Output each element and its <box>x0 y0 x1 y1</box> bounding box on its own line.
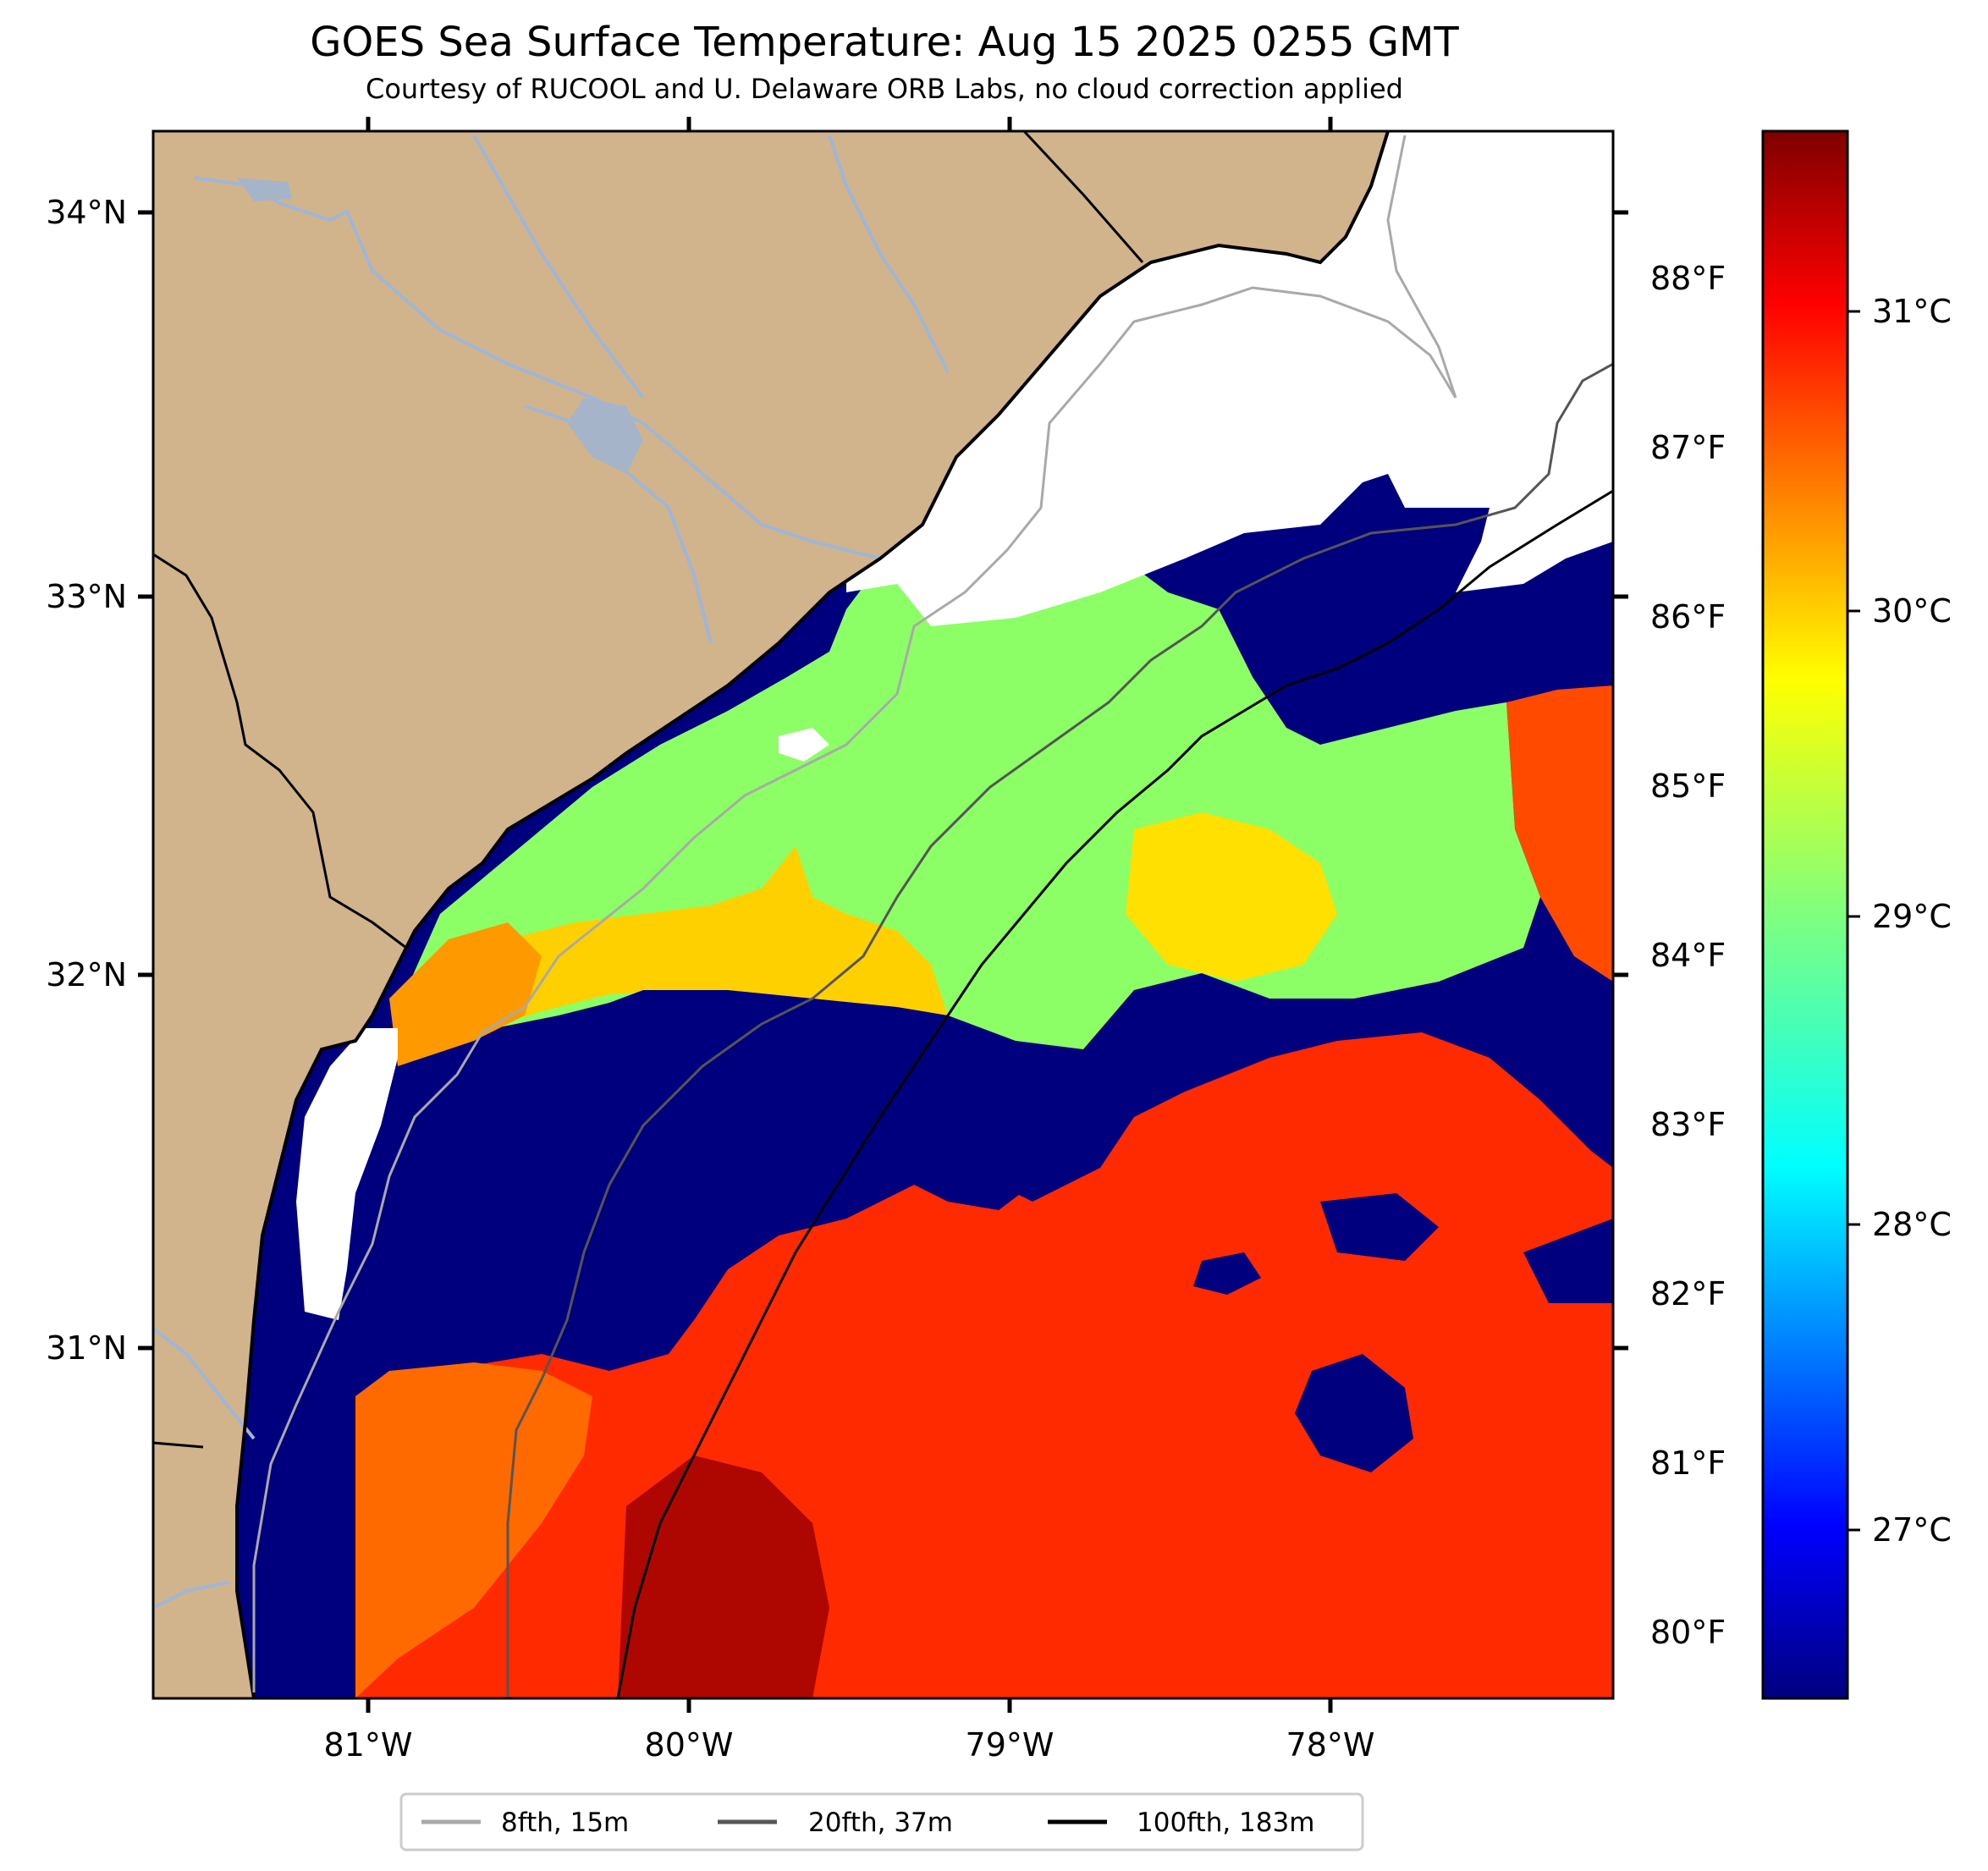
contour-8fth <box>252 135 1457 1692</box>
legend-label: 100fth, 183m <box>1137 1808 1314 1838</box>
sst-yellow-band <box>398 846 948 1049</box>
fahrenheit-label: 87°F <box>1650 429 1726 466</box>
lat-tick-label: 32°N <box>46 956 127 993</box>
legend-label: 20fth, 37m <box>808 1808 953 1838</box>
map-frame <box>151 129 1615 1700</box>
coastline <box>235 131 1390 1698</box>
map-panel <box>153 131 1613 1698</box>
lat-tick-label: 34°N <box>46 194 127 231</box>
lat-tick-label: 33°N <box>46 578 127 615</box>
sst-cool-pocket <box>1320 1193 1439 1261</box>
fahrenheit-label: 80°F <box>1650 1614 1726 1651</box>
lon-tick-label: 80°W <box>645 1726 734 1764</box>
state-border <box>153 1441 204 1449</box>
fahrenheit-label: 86°F <box>1650 598 1726 636</box>
lon-ticks <box>366 117 1333 1713</box>
colorbar-label: 27°C <box>1872 1511 1952 1549</box>
colorbar-label: 29°C <box>1872 898 1952 935</box>
reservoir <box>237 178 292 201</box>
state-border <box>1022 131 1144 263</box>
fahrenheit-label: 88°F <box>1650 260 1726 297</box>
land <box>153 131 1388 1698</box>
lon-tick-label: 81°W <box>324 1726 413 1764</box>
fahrenheit-axis: 88°F 87°F 86°F 85°F 84°F 83°F 82°F 81°F … <box>1650 260 1726 1651</box>
sst-yellow-mid <box>1126 812 1337 982</box>
map-subtitle: Courtesy of RUCOOL and U. Delaware ORB L… <box>366 73 1403 105</box>
fahrenheit-label: 81°F <box>1650 1445 1726 1482</box>
state-border <box>153 553 407 949</box>
contour-20fth <box>506 362 1613 1698</box>
sst-cool-pocket <box>1295 1354 1413 1472</box>
cloud-mask <box>779 728 829 762</box>
lon-tick-label: 79°W <box>966 1726 1055 1764</box>
colorbar <box>1761 129 1849 1700</box>
sst-cool-pocket <box>1193 1252 1261 1295</box>
fahrenheit-label: 85°F <box>1650 768 1726 805</box>
colorbar-label: 30°C <box>1872 592 1952 630</box>
rivers <box>153 135 950 1610</box>
fahrenheit-label: 83°F <box>1650 1106 1726 1143</box>
fahrenheit-label: 84°F <box>1650 937 1726 974</box>
sst-orange-band <box>389 922 542 1066</box>
sst-warm-southwest <box>355 1362 592 1698</box>
reservoir <box>567 398 643 474</box>
legend-label: 8fth, 15m <box>501 1808 629 1838</box>
colorbar-ticks <box>1848 310 1860 1532</box>
lon-tick-label: 78°W <box>1286 1726 1375 1764</box>
cloud-mask <box>296 1028 398 1320</box>
contour-100fth <box>616 489 1613 1698</box>
lat-ticks <box>138 210 1628 1351</box>
fahrenheit-label: 82°F <box>1650 1275 1726 1312</box>
sst-cool-intrusion <box>423 990 1033 1362</box>
sst-hot-core <box>618 1456 829 1698</box>
map-title: GOES Sea Surface Temperature: Aug 15 202… <box>310 19 1459 66</box>
colorbar-label: 31°C <box>1872 293 1952 330</box>
sst-cool-pocket <box>1523 1219 1613 1303</box>
legend: 8fth, 15m 20fth, 37m 100fth, 183m <box>399 1792 1364 1852</box>
lat-tick-label: 31°N <box>46 1329 127 1367</box>
colorbar-label: 28°C <box>1872 1206 1952 1243</box>
sst-warm-east <box>1506 685 1613 982</box>
